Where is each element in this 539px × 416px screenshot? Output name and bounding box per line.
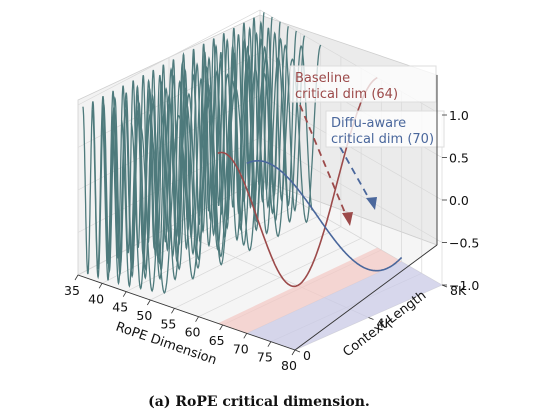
x-tick-mark-8 xyxy=(267,341,272,347)
x-tick-mark-6 xyxy=(219,324,224,331)
x-tick-mark-3 xyxy=(146,299,151,306)
baseline-annotation-box xyxy=(289,65,437,103)
baseline-annotation-line2: critical dim (64) xyxy=(295,87,398,102)
x-tick-label-4: 55 xyxy=(160,316,176,331)
x-tick-mark-2 xyxy=(122,291,127,297)
floor-band-1 xyxy=(246,261,442,350)
y-axis-line xyxy=(294,244,438,351)
tick-labels: 35 40 45 50 55 60 65 70 75 80 0 4K 8K 1.0 0.5 0.0 −0.5 −1… xyxy=(64,108,479,373)
diffu-annotation-line2: critical dim (70) xyxy=(331,132,434,147)
diffu-aware-critical-curve xyxy=(246,160,403,272)
z-tick-label-4: −1.0 xyxy=(449,278,479,293)
x-tick-label-3: 50 xyxy=(136,308,152,323)
baseline-arrowhead xyxy=(342,212,353,226)
z-tick-label-0: 1.0 xyxy=(449,108,469,123)
diffu-arrow xyxy=(339,146,373,205)
diffu-annotation-box xyxy=(325,110,445,148)
diffu-annotation-line1: Diffu-aware xyxy=(331,116,406,131)
y-tick-label-2: 8K xyxy=(450,283,467,298)
baseline-annotation-line1: Baseline xyxy=(295,71,350,86)
x-axis-line xyxy=(77,274,296,351)
x-tick-mark-7 xyxy=(243,333,248,339)
x-tick-label-2: 45 xyxy=(112,300,128,315)
z-tick-label-1: 0.5 xyxy=(449,151,469,166)
z-tick-label-3: −0.5 xyxy=(449,236,479,251)
x-tick-label-0: 35 xyxy=(64,283,80,298)
x-tick-label-1: 40 xyxy=(88,291,104,306)
y-tick-label-0: 0 xyxy=(303,348,311,363)
y-tick-mark-1 xyxy=(368,317,374,320)
baseline-arrow xyxy=(299,104,349,221)
x-tick-mark-9 xyxy=(291,349,296,356)
x-tick-mark-4 xyxy=(171,308,175,314)
x-tick-label-6: 65 xyxy=(209,333,225,348)
floor-bands xyxy=(217,247,442,350)
z-tick-label-2: 0.0 xyxy=(449,193,469,208)
x-tick-label-7: 70 xyxy=(233,341,249,356)
y-tick-label-1: 4K xyxy=(377,316,394,331)
grid-line-z-2 xyxy=(77,94,443,201)
floor-band-0 xyxy=(217,247,402,334)
series-curve-dim-36 xyxy=(82,12,265,275)
diffu-arrowhead xyxy=(366,197,377,210)
x-tick-mark-5 xyxy=(195,316,199,322)
figure-caption: (a) RoPE critical dimension. xyxy=(148,394,370,410)
x-tick-label-8: 75 xyxy=(257,350,273,365)
series-curves xyxy=(82,12,403,294)
x-tick-mark-0 xyxy=(74,274,79,281)
series-curve-dim-48 xyxy=(140,44,314,293)
x-tick-label-5: 60 xyxy=(185,325,201,340)
x-tick-mark-1 xyxy=(98,283,103,289)
y-tick-mark-0 xyxy=(294,349,301,353)
x-tick-label-9: 80 xyxy=(281,358,297,373)
series-curve-dim-50 xyxy=(149,44,322,294)
